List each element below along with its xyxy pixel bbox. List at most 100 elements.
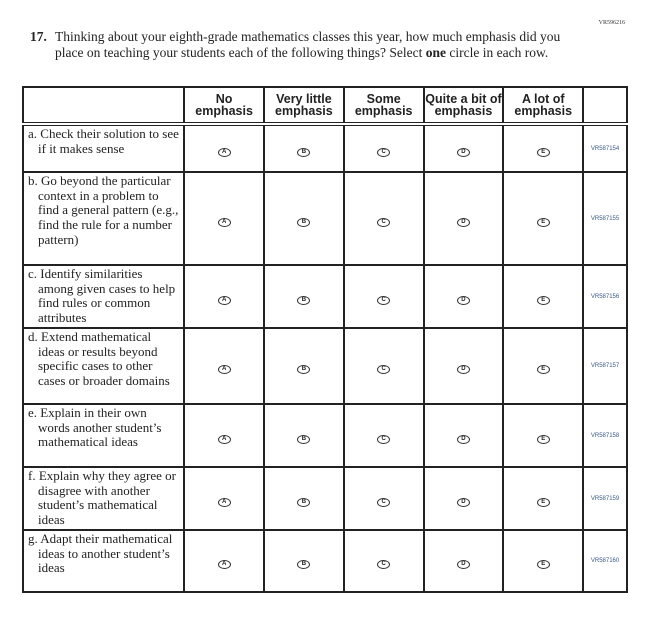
item-id: VR587159 bbox=[582, 466, 628, 531]
table-row: g. Adapt their mathematical ideas to ano… bbox=[21, 529, 628, 593]
answer-cell: C bbox=[342, 403, 425, 468]
table-row: c. Identify similarities among given cas… bbox=[21, 264, 628, 329]
answer-cell: C bbox=[342, 327, 425, 405]
item-id: VR587154 bbox=[582, 123, 628, 173]
question-text-a: Thinking about your eighth-grade mathema… bbox=[55, 29, 561, 60]
answer-bubble[interactable]: B bbox=[297, 147, 311, 157]
answer-cell: D bbox=[422, 466, 505, 531]
answer-bubble[interactable]: D bbox=[456, 560, 470, 569]
answer-cell: D bbox=[422, 171, 505, 266]
answer-cell: A bbox=[183, 171, 265, 266]
answer-cell: A bbox=[183, 123, 265, 173]
answer-cell: D bbox=[422, 123, 505, 173]
answer-bubble[interactable]: A bbox=[217, 434, 231, 444]
table-row: d. Extend mathematical ideas or results … bbox=[21, 327, 628, 405]
answer-bubble[interactable]: A bbox=[217, 497, 231, 507]
column-header: A lot of emphasis bbox=[502, 86, 585, 126]
answer-bubble[interactable]: D bbox=[456, 147, 470, 157]
answer-cell: E bbox=[502, 466, 585, 531]
answer-bubble[interactable]: C bbox=[377, 295, 391, 305]
answer-bubble[interactable]: E bbox=[536, 147, 550, 157]
answer-bubble[interactable]: A bbox=[217, 365, 231, 374]
answer-bubble[interactable]: E bbox=[536, 365, 550, 374]
row-label: e. Explain in their own words another st… bbox=[21, 403, 186, 468]
answer-cell: A bbox=[183, 327, 265, 405]
item-id: VR587160 bbox=[582, 529, 628, 593]
response-table: No emphasis Very little emphasis Some emph… bbox=[21, 86, 628, 593]
answer-bubble[interactable]: D bbox=[456, 365, 470, 374]
answer-bubble[interactable]: C bbox=[377, 560, 391, 569]
answer-cell: B bbox=[263, 529, 345, 593]
row-label: f. Explain why they agree or disagree wi… bbox=[21, 466, 186, 531]
column-header: Some emphasis bbox=[342, 86, 425, 126]
answer-cell: E bbox=[502, 171, 585, 266]
answer-bubble[interactable]: E bbox=[536, 497, 550, 507]
row-label: b. Go beyond the particular context in a… bbox=[21, 171, 186, 266]
answer-bubble[interactable]: B bbox=[297, 497, 311, 507]
answer-cell: D bbox=[422, 327, 505, 405]
row-label: d. Extend mathematical ideas or results … bbox=[21, 327, 186, 405]
id-header bbox=[582, 86, 628, 126]
answer-cell: B bbox=[263, 171, 345, 266]
answer-bubble[interactable]: D bbox=[456, 434, 470, 444]
answer-bubble[interactable]: A bbox=[217, 147, 231, 157]
answer-bubble[interactable]: D bbox=[456, 217, 470, 227]
answer-bubble[interactable]: E bbox=[536, 217, 550, 227]
answer-cell: C bbox=[342, 171, 425, 266]
answer-bubble[interactable]: E bbox=[536, 560, 550, 569]
table-row: e. Explain in their own words another st… bbox=[21, 403, 628, 468]
answer-bubble[interactable]: C bbox=[377, 434, 391, 444]
answer-cell: B bbox=[263, 466, 345, 531]
answer-cell: B bbox=[263, 264, 345, 329]
answer-bubble[interactable]: B bbox=[297, 217, 311, 227]
table-row: a. Check their solution to see if it mak… bbox=[21, 123, 628, 173]
answer-bubble[interactable]: B bbox=[297, 434, 311, 444]
column-header: No emphasis bbox=[183, 86, 265, 126]
answer-cell: D bbox=[422, 403, 505, 468]
row-label: g. Adapt their mathematical ideas to ano… bbox=[21, 529, 186, 593]
answer-cell: A bbox=[183, 466, 265, 531]
answer-cell: E bbox=[502, 123, 585, 173]
question-emphasis: one bbox=[425, 44, 447, 60]
answer-cell: B bbox=[263, 327, 345, 405]
question-text-b: circle in each row. bbox=[446, 44, 549, 60]
answer-cell: D bbox=[422, 529, 505, 593]
answer-cell: B bbox=[263, 123, 345, 173]
answer-cell: C bbox=[342, 529, 425, 593]
answer-bubble[interactable]: A bbox=[217, 295, 231, 305]
answer-bubble[interactable]: B bbox=[297, 560, 311, 569]
answer-cell: A bbox=[183, 264, 265, 329]
blank-header bbox=[21, 86, 186, 126]
answer-cell: D bbox=[422, 264, 505, 329]
answer-bubble[interactable]: B bbox=[297, 365, 311, 374]
answer-bubble[interactable]: C bbox=[377, 147, 391, 157]
answer-cell: A bbox=[183, 529, 265, 593]
answer-bubble[interactable]: E bbox=[536, 295, 550, 305]
answer-bubble[interactable]: D bbox=[456, 497, 470, 507]
answer-cell: E bbox=[502, 529, 585, 593]
answer-bubble[interactable]: A bbox=[217, 217, 231, 227]
table-row: f. Explain why they agree or disagree wi… bbox=[21, 466, 628, 531]
answer-bubble[interactable]: C bbox=[377, 365, 391, 374]
column-header: Quite a bit of emphasis bbox=[422, 86, 505, 126]
question-number: 17. bbox=[30, 29, 47, 44]
answer-cell: C bbox=[342, 264, 425, 329]
answer-bubble[interactable]: A bbox=[217, 560, 231, 569]
question: 17. Thinking about your eighth-grade mat… bbox=[30, 29, 590, 60]
answer-bubble[interactable]: C bbox=[377, 217, 391, 227]
answer-bubble[interactable]: C bbox=[377, 497, 391, 507]
form-code: VR596216 bbox=[598, 20, 625, 26]
item-id: VR587156 bbox=[582, 264, 628, 329]
row-label: c. Identify similarities among given cas… bbox=[21, 264, 186, 329]
answer-cell: A bbox=[183, 403, 265, 468]
answer-cell: E bbox=[502, 327, 585, 405]
answer-cell: B bbox=[263, 403, 345, 468]
table-row: b. Go beyond the particular context in a… bbox=[21, 171, 628, 266]
answer-bubble[interactable]: E bbox=[536, 434, 550, 444]
answer-cell: E bbox=[502, 264, 585, 329]
answer-bubble[interactable]: B bbox=[297, 295, 311, 305]
answer-cell: C bbox=[342, 123, 425, 173]
header-row: No emphasis Very little emphasis Some emph… bbox=[21, 86, 628, 126]
answer-bubble[interactable]: D bbox=[456, 295, 470, 305]
row-label: a. Check their solution to see if it mak… bbox=[21, 123, 186, 173]
